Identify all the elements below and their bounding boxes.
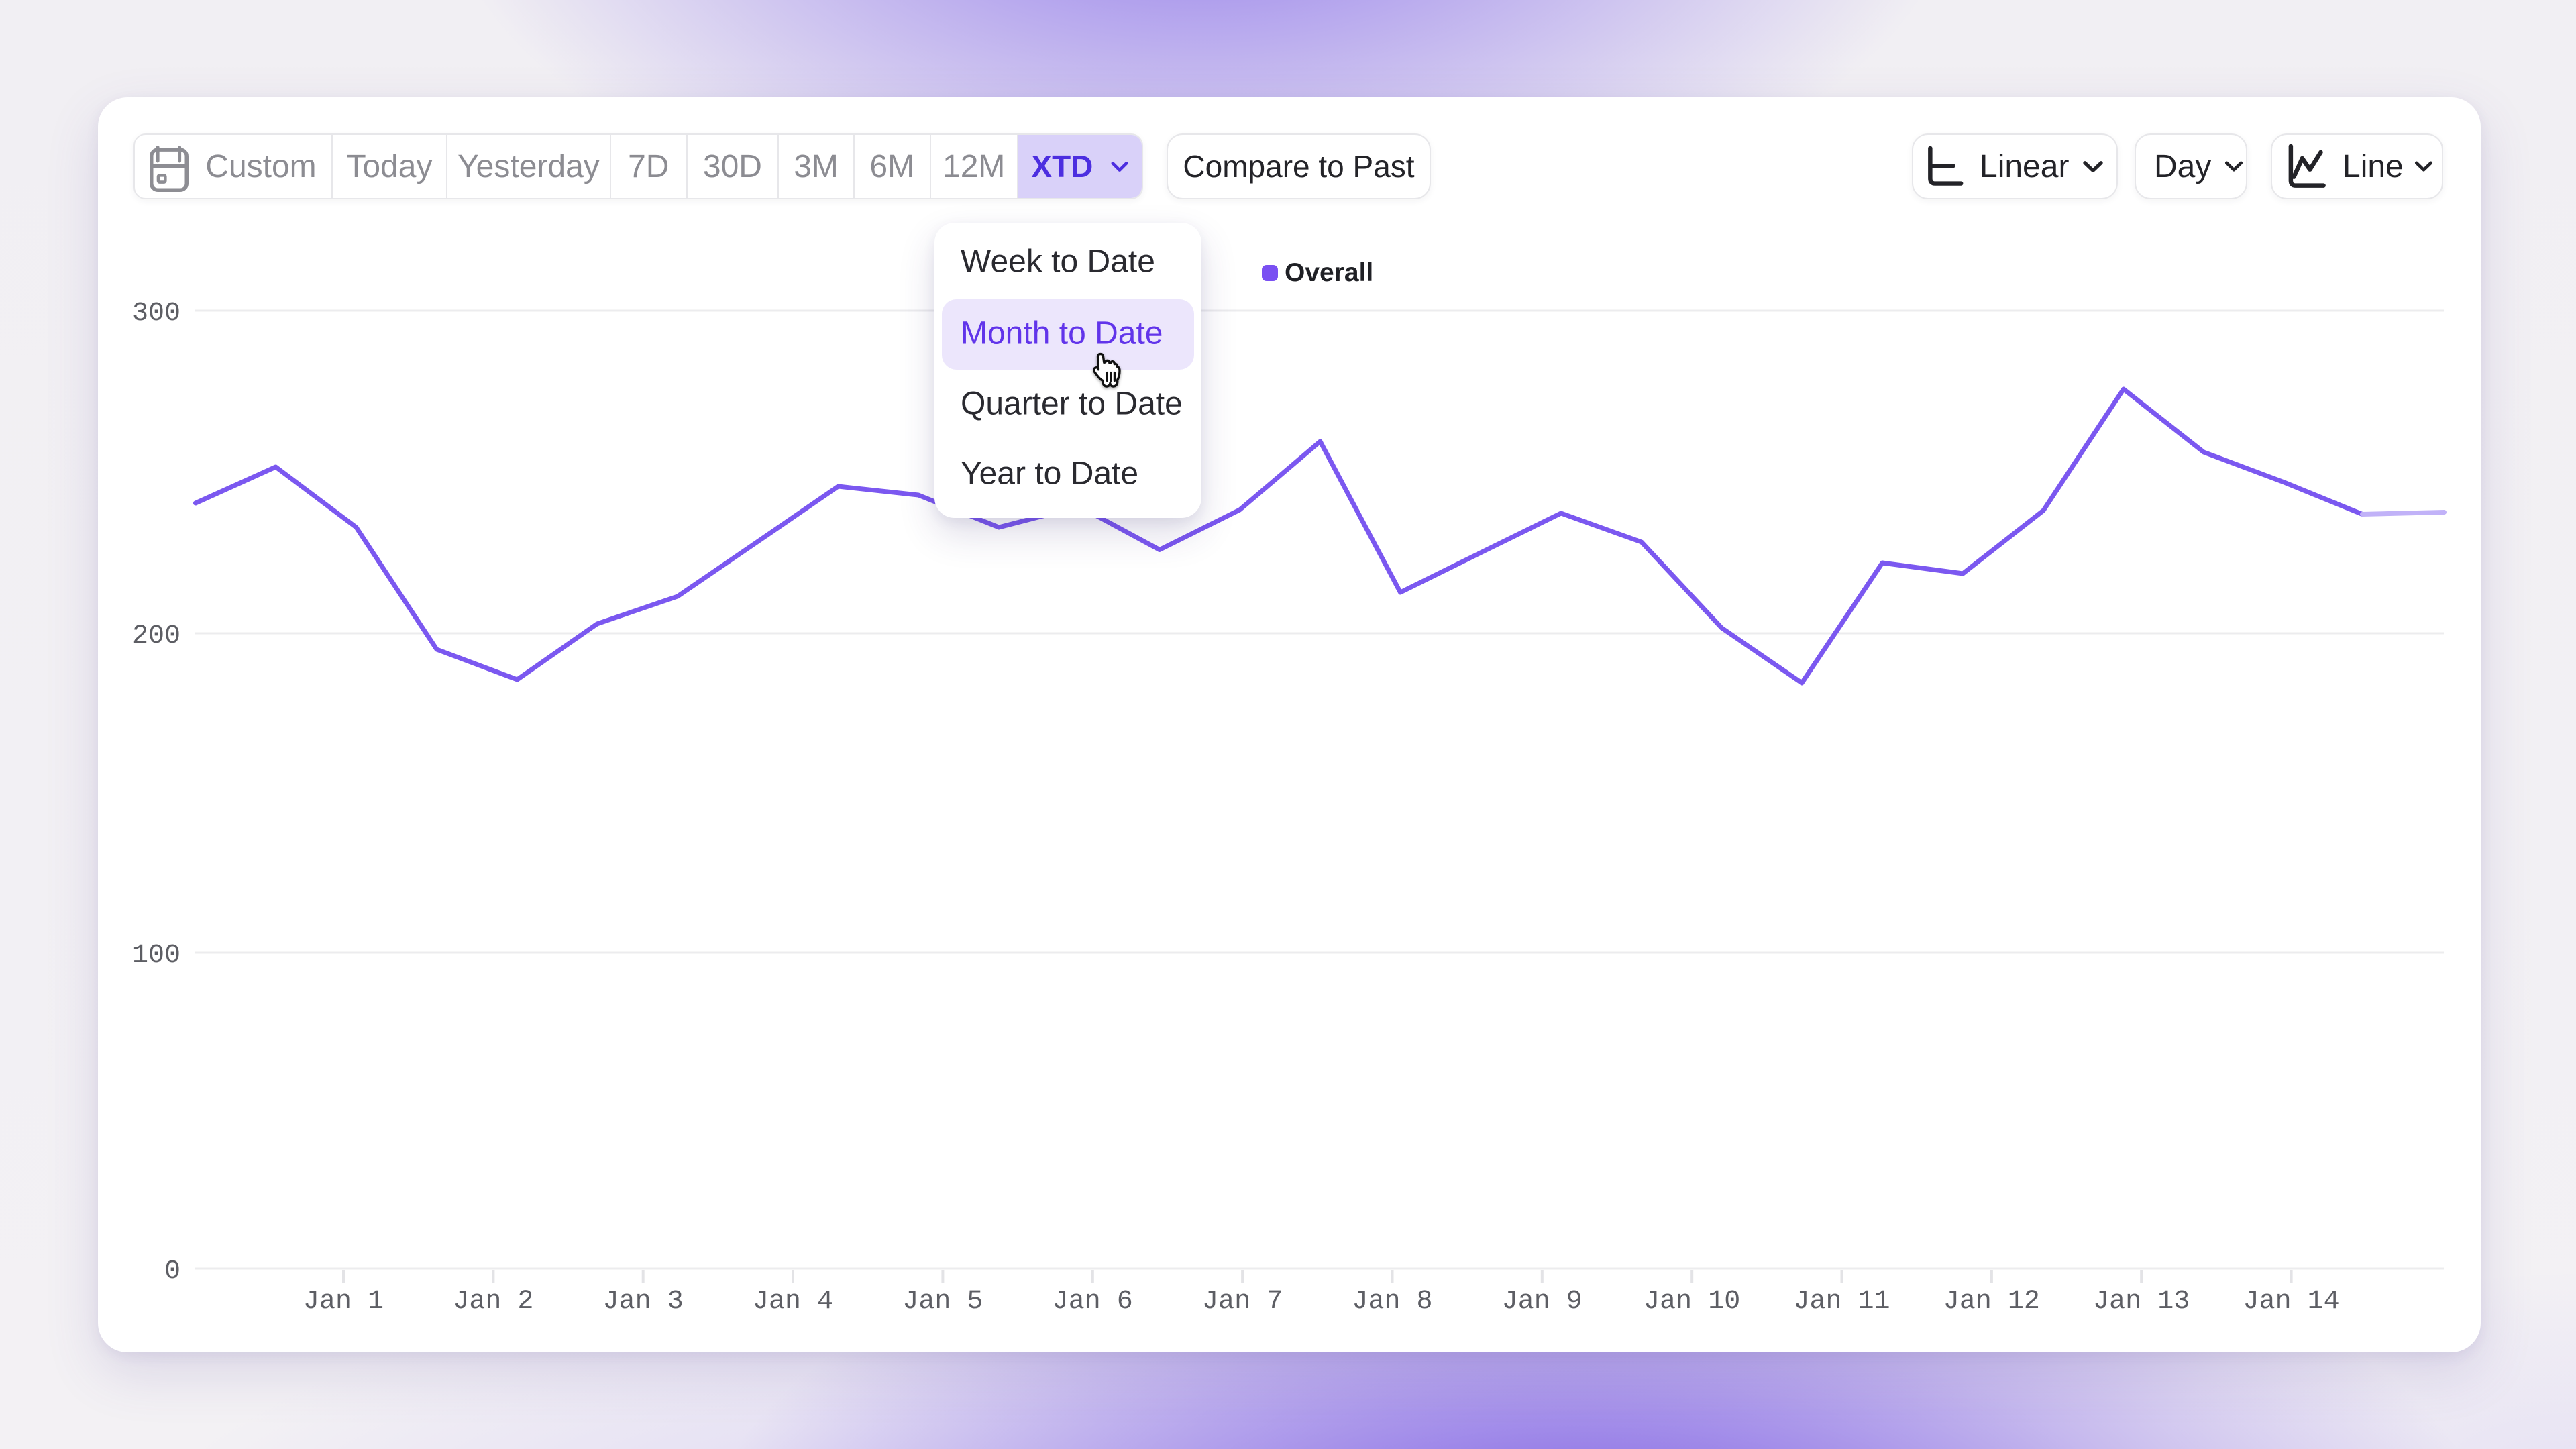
svg-text:Jan 6: Jan 6	[1053, 1287, 1133, 1317]
svg-text:Jan 11: Jan 11	[1793, 1287, 1890, 1317]
svg-text:Jan 12: Jan 12	[1943, 1287, 2040, 1317]
svg-text:Jan 10: Jan 10	[1644, 1287, 1740, 1317]
svg-text:Jan 1: Jan 1	[303, 1287, 384, 1317]
svg-text:Jan 13: Jan 13	[2093, 1287, 2190, 1317]
svg-text:Jan 14: Jan 14	[2243, 1287, 2340, 1317]
svg-text:100: 100	[132, 941, 180, 971]
svg-text:Jan 7: Jan 7	[1202, 1287, 1283, 1317]
svg-text:Jan 5: Jan 5	[902, 1287, 983, 1317]
svg-text:Jan 8: Jan 8	[1352, 1287, 1432, 1317]
svg-text:Jan 9: Jan 9	[1502, 1287, 1582, 1317]
svg-text:Jan 4: Jan 4	[753, 1287, 833, 1317]
svg-text:Jan 3: Jan 3	[603, 1287, 684, 1317]
svg-text:300: 300	[132, 299, 180, 329]
svg-text:200: 200	[132, 621, 180, 651]
svg-text:0: 0	[164, 1256, 180, 1287]
svg-text:Jan 2: Jan 2	[453, 1287, 533, 1317]
